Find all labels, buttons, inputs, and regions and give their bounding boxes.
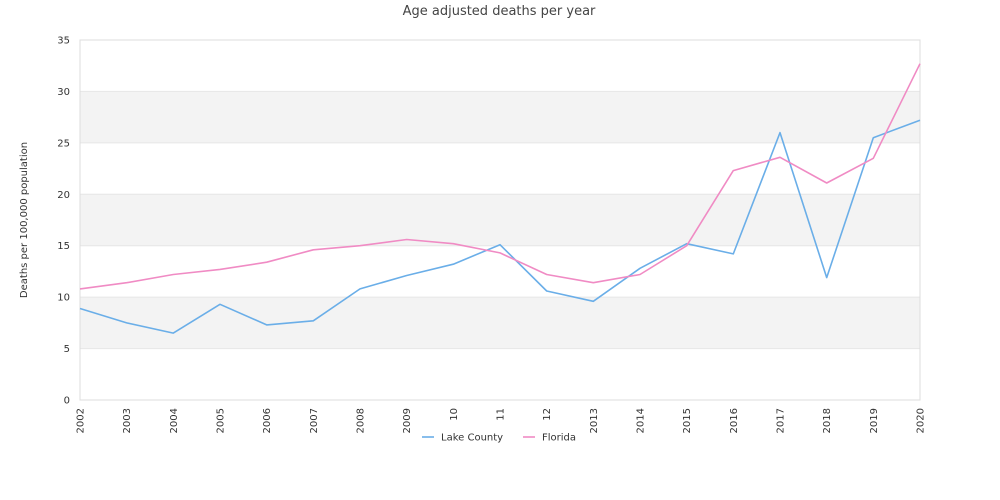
x-tick-label: 11	[496, 408, 507, 421]
x-tick-label: 2007	[309, 408, 320, 433]
y-tick-label: 25	[57, 138, 70, 149]
y-tick-label: 0	[64, 396, 70, 407]
x-tick-label: 2003	[122, 408, 133, 433]
y-tick-label: 15	[57, 241, 70, 252]
x-tick-label: 2002	[76, 408, 87, 433]
x-tick-label: 2020	[916, 408, 927, 433]
x-tick-label: 2018	[822, 408, 833, 433]
y-tick-label: 20	[57, 190, 70, 201]
plot-bands	[80, 91, 920, 349]
y-tick-label: 5	[64, 344, 70, 355]
y-tick-label: 10	[57, 293, 70, 304]
x-tick-label: 10	[449, 408, 460, 421]
plot-band	[80, 297, 920, 349]
chart-title: Age adjusted deaths per year	[403, 4, 596, 19]
x-tick-label: 2006	[262, 408, 273, 433]
x-tick-label: 2014	[636, 408, 647, 433]
legend: Lake County Florida	[422, 433, 576, 444]
series-line-lake-county	[79, 119, 921, 334]
x-tick-label: 2016	[729, 408, 740, 433]
legend-label-lake-county: Lake County	[441, 433, 503, 444]
legend-label-florida: Florida	[542, 433, 576, 444]
y-axis-ticks: 0 5 10 15 20 25 30 35	[57, 36, 70, 407]
x-tick-label: 2013	[589, 408, 600, 433]
x-tick-label: 2017	[776, 408, 787, 433]
x-tick-label: 12	[542, 408, 553, 421]
x-tick-label: 2004	[169, 408, 180, 433]
series-lines	[79, 63, 921, 334]
gridlines	[80, 39, 920, 401]
plot-band	[80, 194, 920, 246]
y-tick-label: 35	[57, 36, 70, 47]
x-axis-ticks: 2002 2003 2004 2005 2006 2007 2008 2009 10 11 12 20…	[76, 408, 927, 433]
plot-band	[80, 91, 920, 143]
x-tick-label: 2005	[216, 408, 227, 433]
x-tick-label: 2015	[682, 408, 693, 433]
series-line-florida	[79, 63, 921, 290]
x-tick-label: 2019	[869, 408, 880, 433]
y-tick-label: 30	[57, 87, 70, 98]
x-tick-label: 2008	[356, 408, 367, 433]
y-axis-label: Deaths per 100,000 population	[19, 142, 30, 298]
x-tick-label: 2009	[402, 408, 413, 433]
plot-frame	[79, 39, 921, 401]
